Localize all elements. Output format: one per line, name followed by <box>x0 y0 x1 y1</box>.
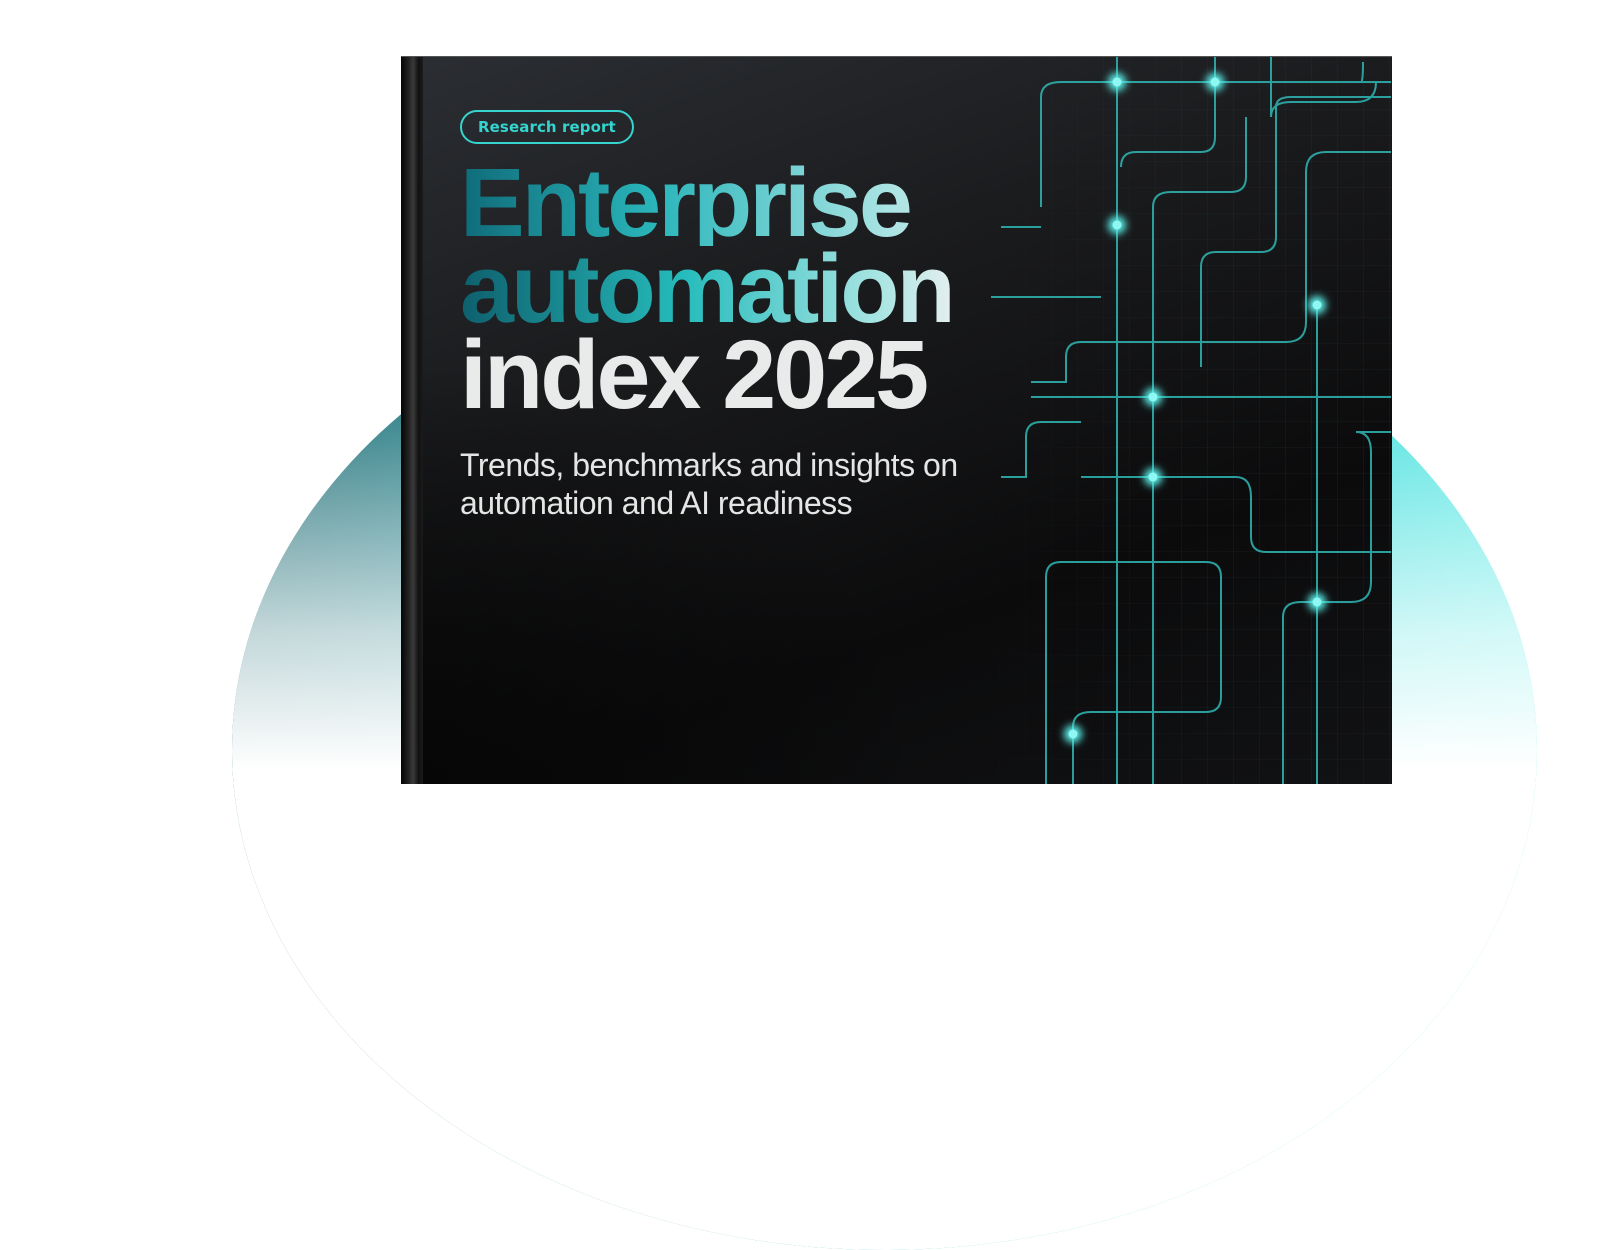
report-cover: Research report Enterprise automation in… <box>401 57 1392 784</box>
title-line-2: automation <box>460 240 1020 337</box>
title-line-1: Enterprise <box>460 154 1020 251</box>
report-subtitle: Trends, benchmarks and insights on autom… <box>460 447 958 521</box>
report-title: Enterprise automation index 2025 <box>460 154 1020 429</box>
circuit-lines-graphic <box>961 57 1392 784</box>
book-spine <box>401 57 423 784</box>
research-report-badge: Research report <box>460 110 634 144</box>
cover-content: Research report Enterprise automation in… <box>460 110 1020 522</box>
title-line-3: index 2025 <box>460 320 929 429</box>
